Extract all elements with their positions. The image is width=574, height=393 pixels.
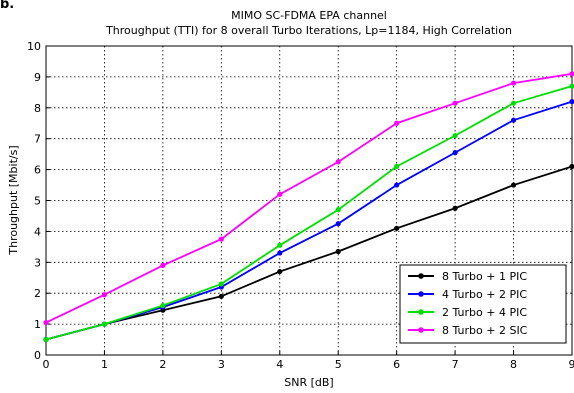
- legend-marker-1: [418, 273, 424, 279]
- data-point: [160, 303, 165, 308]
- data-point: [277, 192, 282, 197]
- data-point: [336, 249, 341, 254]
- data-point: [102, 322, 107, 327]
- y-axis-label: Throughput [Mbit/s]: [7, 145, 20, 255]
- y-tick-label: 6: [34, 164, 41, 177]
- data-point: [277, 250, 282, 255]
- y-tick-label: 7: [34, 133, 41, 146]
- data-point: [569, 99, 574, 104]
- data-point: [453, 133, 458, 138]
- data-point: [453, 206, 458, 211]
- x-tick-label: 8: [510, 358, 517, 371]
- chart-title: MIMO SC-FDMA EPA channel: [231, 9, 387, 22]
- data-point: [102, 292, 107, 297]
- y-tick-label: 8: [34, 102, 41, 115]
- data-point: [394, 226, 399, 231]
- data-point: [336, 221, 341, 226]
- data-point: [569, 84, 574, 89]
- y-tick-label: 4: [34, 225, 41, 238]
- legend-label-4: 8 Turbo + 2 SIC: [442, 324, 528, 337]
- data-point: [511, 101, 516, 106]
- data-point: [569, 164, 574, 169]
- legend-marker-4: [418, 327, 424, 333]
- x-tick-label: 6: [393, 358, 400, 371]
- data-point: [219, 237, 224, 242]
- data-point: [569, 71, 574, 76]
- x-axis-label: SNR [dB]: [284, 376, 333, 389]
- x-tick-label: 2: [159, 358, 166, 371]
- x-tick-label: 4: [276, 358, 283, 371]
- legend-label-3: 2 Turbo + 4 PIC: [442, 306, 527, 319]
- chart-subtitle: Throughput (TTI) for 8 overall Turbo Ite…: [105, 24, 512, 37]
- legend-label-1: 8 Turbo + 1 PIC: [442, 270, 527, 283]
- x-tick-label: 1: [101, 358, 108, 371]
- legend-marker-2: [418, 291, 424, 297]
- data-point: [394, 121, 399, 126]
- legend-label-2: 4 Turbo + 2 PIC: [442, 288, 527, 301]
- y-tick-label: 9: [34, 71, 41, 84]
- x-tick-label: 3: [218, 358, 225, 371]
- legend-marker-3: [418, 309, 424, 315]
- y-tick-label: 0: [34, 349, 41, 362]
- data-point: [43, 320, 48, 325]
- data-point: [511, 80, 516, 85]
- x-tick-label: 9: [569, 358, 574, 371]
- y-tick-label: 5: [34, 195, 41, 208]
- data-point: [43, 337, 48, 342]
- panel-label: b.: [0, 0, 14, 12]
- y-tick-label: 2: [34, 287, 41, 300]
- data-point: [511, 118, 516, 123]
- x-tick-label: 0: [43, 358, 50, 371]
- y-tick-label: 10: [27, 40, 41, 53]
- data-point: [219, 294, 224, 299]
- data-point: [336, 207, 341, 212]
- x-tick-label: 5: [335, 358, 342, 371]
- data-point: [453, 150, 458, 155]
- x-tick-label: 7: [452, 358, 459, 371]
- data-point: [277, 243, 282, 248]
- data-point: [453, 101, 458, 106]
- data-point: [336, 159, 341, 164]
- data-point: [511, 182, 516, 187]
- y-tick-label: 3: [34, 256, 41, 269]
- legend: 8 Turbo + 1 PIC 4 Turbo + 2 PIC 2 Turbo …: [400, 265, 566, 343]
- data-point: [394, 182, 399, 187]
- data-point: [394, 164, 399, 169]
- y-tick-label: 1: [34, 318, 41, 331]
- data-point: [277, 269, 282, 274]
- data-point: [160, 263, 165, 268]
- data-point: [219, 281, 224, 286]
